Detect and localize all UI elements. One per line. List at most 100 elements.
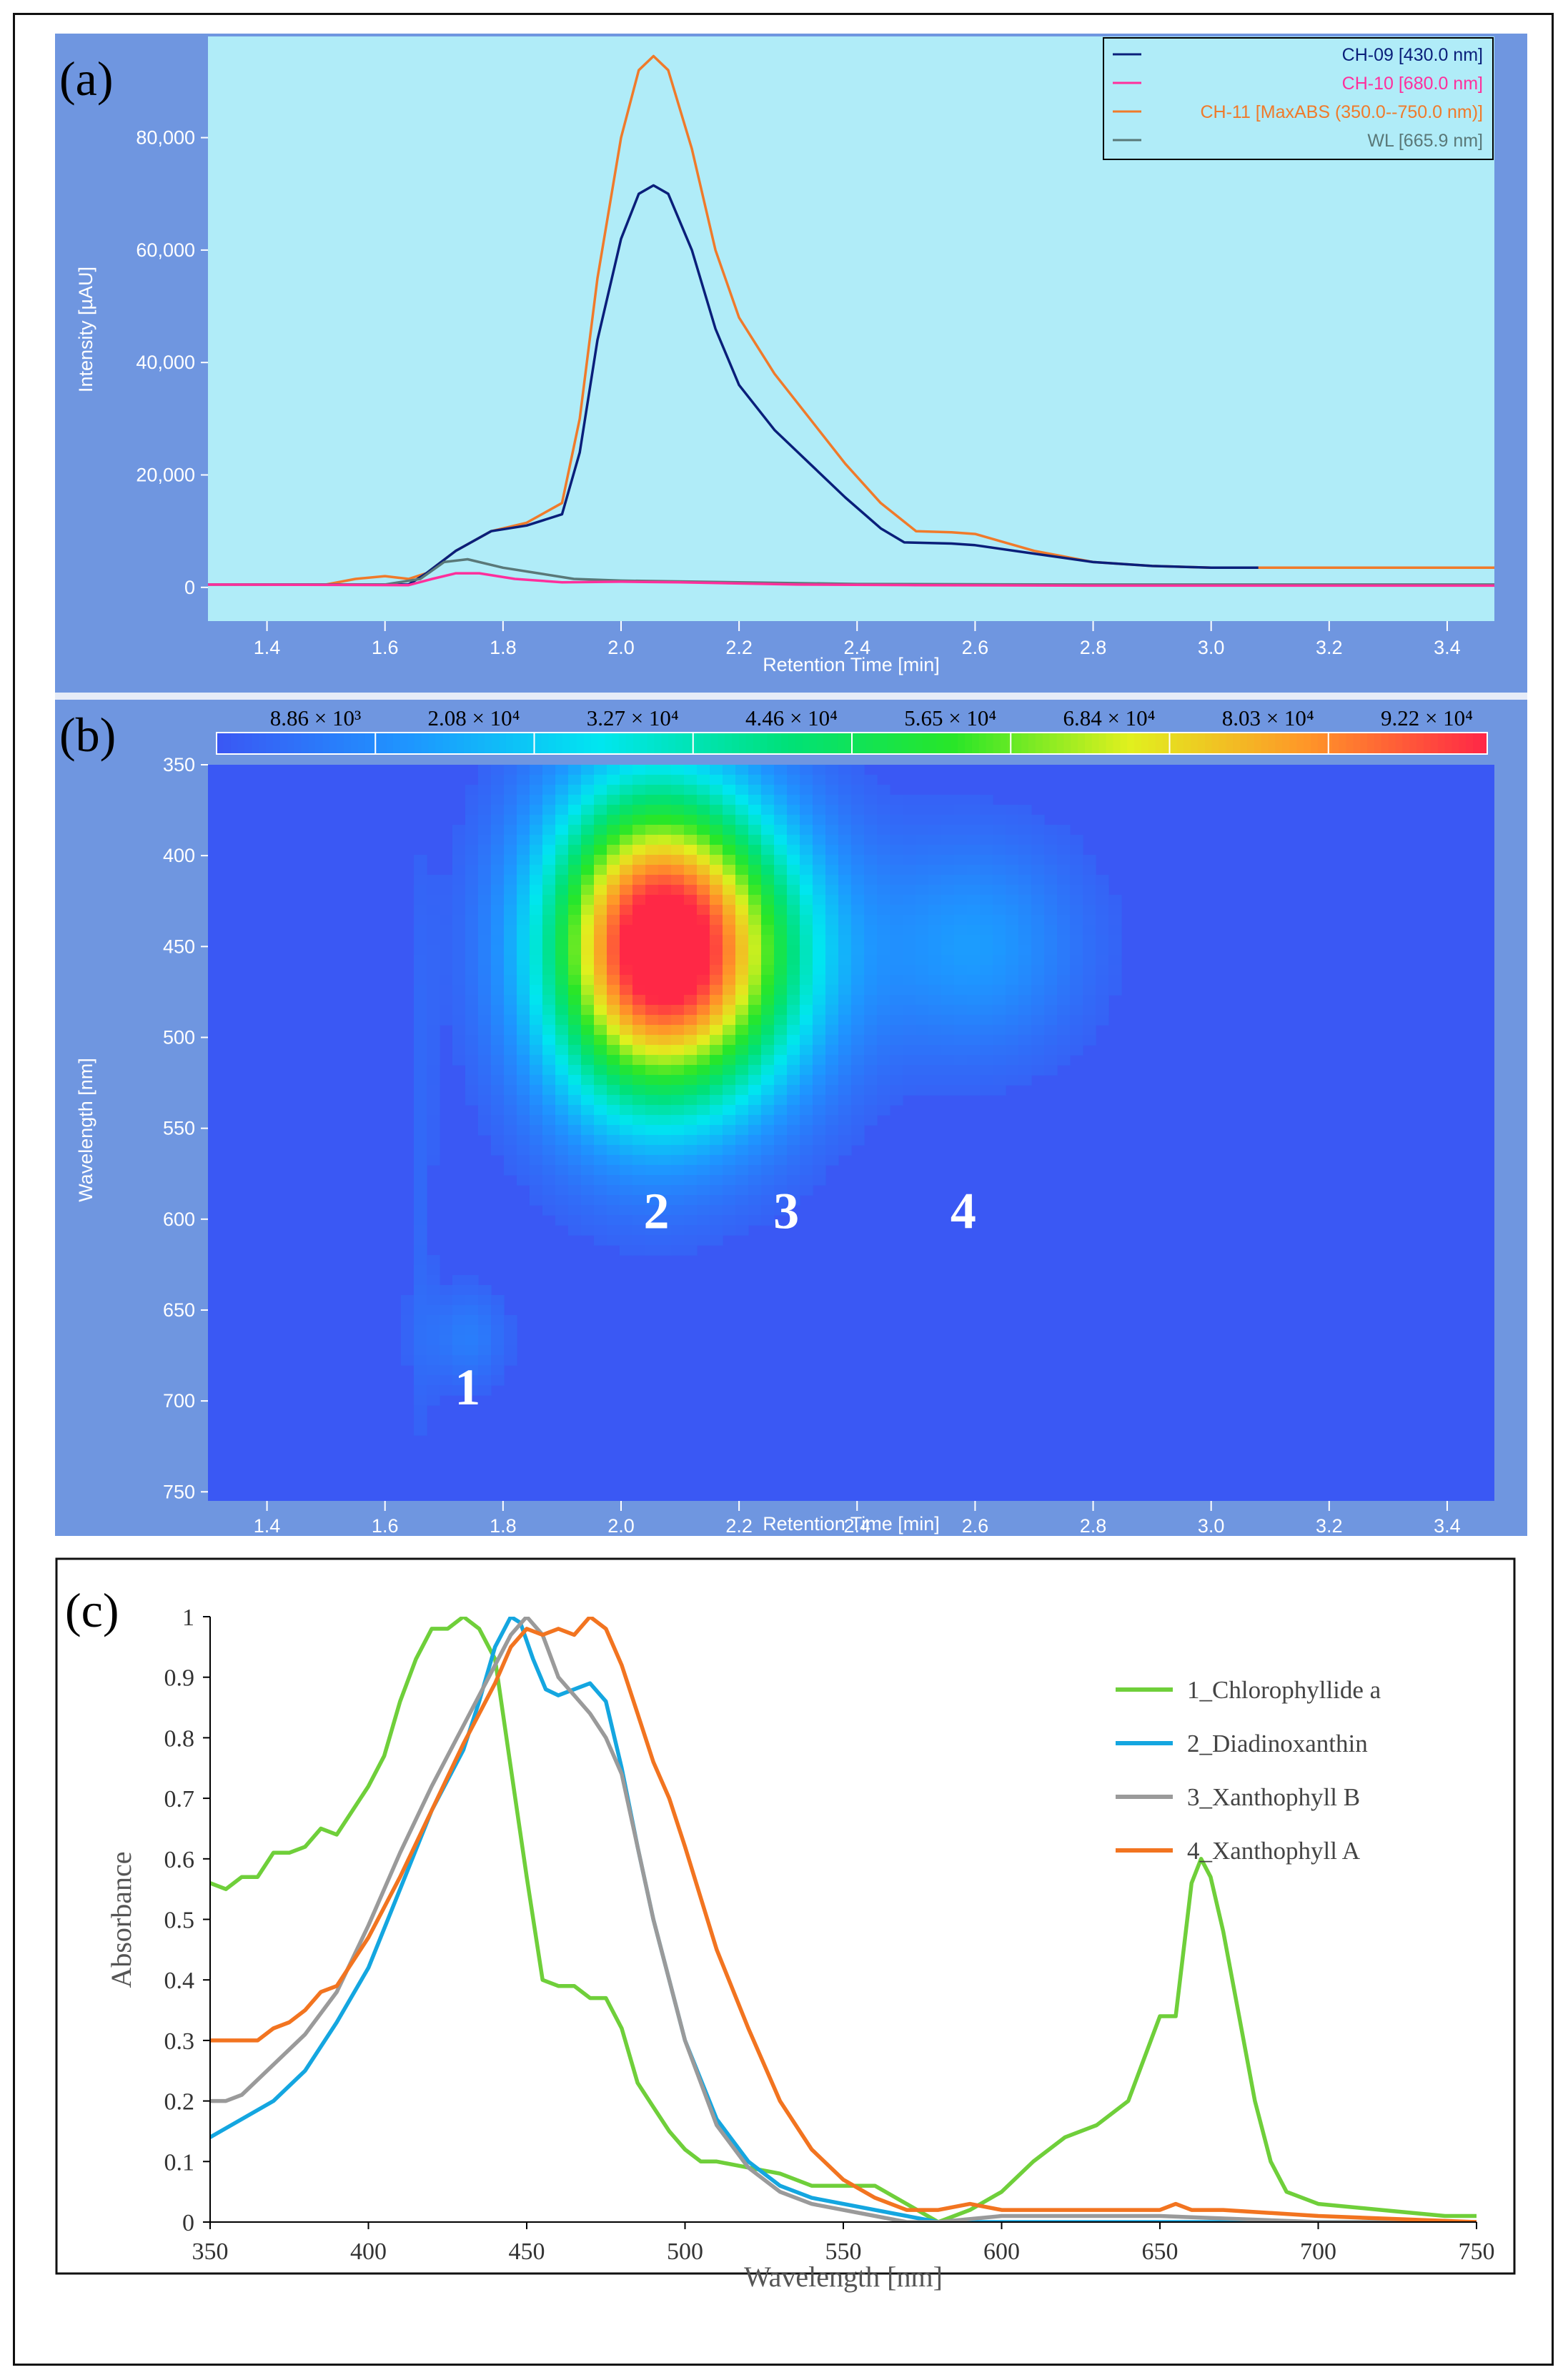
heatmap-cell: [478, 925, 492, 936]
heatmap-cell: [1057, 1055, 1071, 1066]
heatmap-cell: [594, 1195, 607, 1206]
heatmap-cell: [1096, 875, 1109, 886]
heatmap-cell: [414, 1095, 427, 1106]
heatmap-cell: [542, 1045, 556, 1056]
heatmap-cell: [465, 835, 479, 846]
heatmap-cell: [478, 955, 492, 966]
heatmap-cell: [465, 1015, 479, 1026]
heatmap-cell: [825, 1105, 839, 1116]
heatmap-cell: [774, 1155, 788, 1166]
heatmap-cell: [1057, 865, 1071, 876]
heatmap-cell: [813, 905, 826, 916]
heatmap-cell: [1031, 845, 1045, 856]
colorbar-segment: [1289, 733, 1298, 754]
c-ytick-label: 0.6: [164, 1847, 195, 1873]
heatmap-cell: [710, 895, 723, 906]
heatmap-cell: [671, 845, 685, 856]
heatmap-cell: [658, 785, 672, 795]
heatmap-cell: [414, 1035, 427, 1046]
heatmap-cell: [903, 945, 916, 956]
heatmap-cell: [993, 865, 1006, 876]
heatmap-cell: [581, 1125, 595, 1136]
heatmap-cell: [761, 1045, 775, 1056]
heatmap-cell: [1006, 895, 1019, 906]
colorbar-segment: [647, 733, 655, 754]
heatmap-cell: [877, 935, 890, 946]
heatmap-cell: [491, 1325, 505, 1336]
heatmap-cell: [671, 1095, 685, 1106]
heatmap-cell: [710, 1035, 723, 1046]
heatmap-cell: [864, 795, 878, 805]
heatmap-cell: [1006, 815, 1019, 825]
heatmap-cell: [620, 1105, 633, 1116]
heatmap-cell: [632, 905, 646, 916]
heatmap-cell: [581, 925, 595, 936]
heatmap-cell: [620, 1195, 633, 1206]
heatmap-cell: [568, 1155, 582, 1166]
heatmap-cell: [838, 885, 852, 896]
heatmap-cell: [877, 785, 890, 795]
heatmap-cell: [504, 1155, 517, 1166]
heatmap-cell: [504, 1065, 517, 1076]
heatmap-cell: [851, 855, 865, 866]
colorbar-segment: [929, 733, 938, 754]
colorbar-segment: [1339, 733, 1347, 754]
heatmap-cell: [530, 1115, 543, 1126]
heatmap-cell: [1057, 1005, 1071, 1016]
heatmap-cell: [710, 875, 723, 886]
heatmap-cell: [1070, 1035, 1083, 1046]
colorbar-segment: [1360, 733, 1368, 754]
heatmap-cell: [787, 815, 800, 825]
heatmap-cell: [800, 1045, 813, 1056]
heatmap-cell: [427, 1285, 440, 1296]
heatmap-cell: [890, 1055, 903, 1066]
heatmap-cell: [838, 995, 852, 1006]
heatmap-cell: [813, 1015, 826, 1026]
heatmap-cell: [517, 1135, 530, 1146]
heatmap-cell: [452, 1375, 466, 1386]
heatmap-cell: [414, 1175, 427, 1186]
heatmap-cell: [928, 1045, 942, 1056]
heatmap-cell: [542, 835, 556, 846]
heatmap-cell: [504, 935, 517, 946]
heatmap-cell: [723, 925, 736, 936]
heatmap-cell: [697, 1225, 710, 1236]
heatmap-cell: [723, 805, 736, 815]
heatmap-cell: [607, 1085, 620, 1096]
heatmap-cell: [504, 945, 517, 956]
heatmap-cell: [478, 1295, 492, 1306]
heatmap-cell: [530, 855, 543, 866]
heatmap-cell: [813, 765, 826, 775]
heatmap-cell: [774, 1125, 788, 1136]
heatmap-cell: [542, 1165, 556, 1176]
heatmap-cell: [427, 955, 440, 966]
heatmap-cell: [723, 825, 736, 836]
heatmap-cell: [607, 995, 620, 1006]
heatmap-cell: [851, 845, 865, 856]
heatmap-cell: [993, 995, 1006, 1006]
peak-label-3: 3: [773, 1183, 799, 1240]
heatmap-cell: [414, 1245, 427, 1256]
heatmap-cell: [491, 855, 505, 866]
heatmap-cell: [671, 835, 685, 846]
heatmap-cell: [620, 885, 633, 896]
heatmap-cell: [542, 955, 556, 966]
heatmap-cell: [851, 955, 865, 966]
heatmap-cell: [465, 1355, 479, 1366]
heatmap-cell: [761, 935, 775, 946]
heatmap-cell: [813, 855, 826, 866]
heatmap-cell: [478, 995, 492, 1006]
colorbar-segment: [279, 733, 288, 754]
heatmap-cell: [825, 955, 839, 966]
heatmap-cell: [491, 1075, 505, 1086]
heatmap-cell: [1044, 865, 1058, 876]
heatmap-cell: [414, 985, 427, 996]
heatmap-cell: [916, 845, 929, 856]
heatmap-cell: [877, 795, 890, 805]
heatmap-cell: [748, 1115, 762, 1126]
heatmap-cell: [517, 805, 530, 815]
a-ytick-label: 20,000: [136, 465, 195, 486]
colorbar-segment: [350, 733, 359, 754]
heatmap-cell: [401, 1325, 415, 1336]
colorbar-segment: [993, 733, 1001, 754]
